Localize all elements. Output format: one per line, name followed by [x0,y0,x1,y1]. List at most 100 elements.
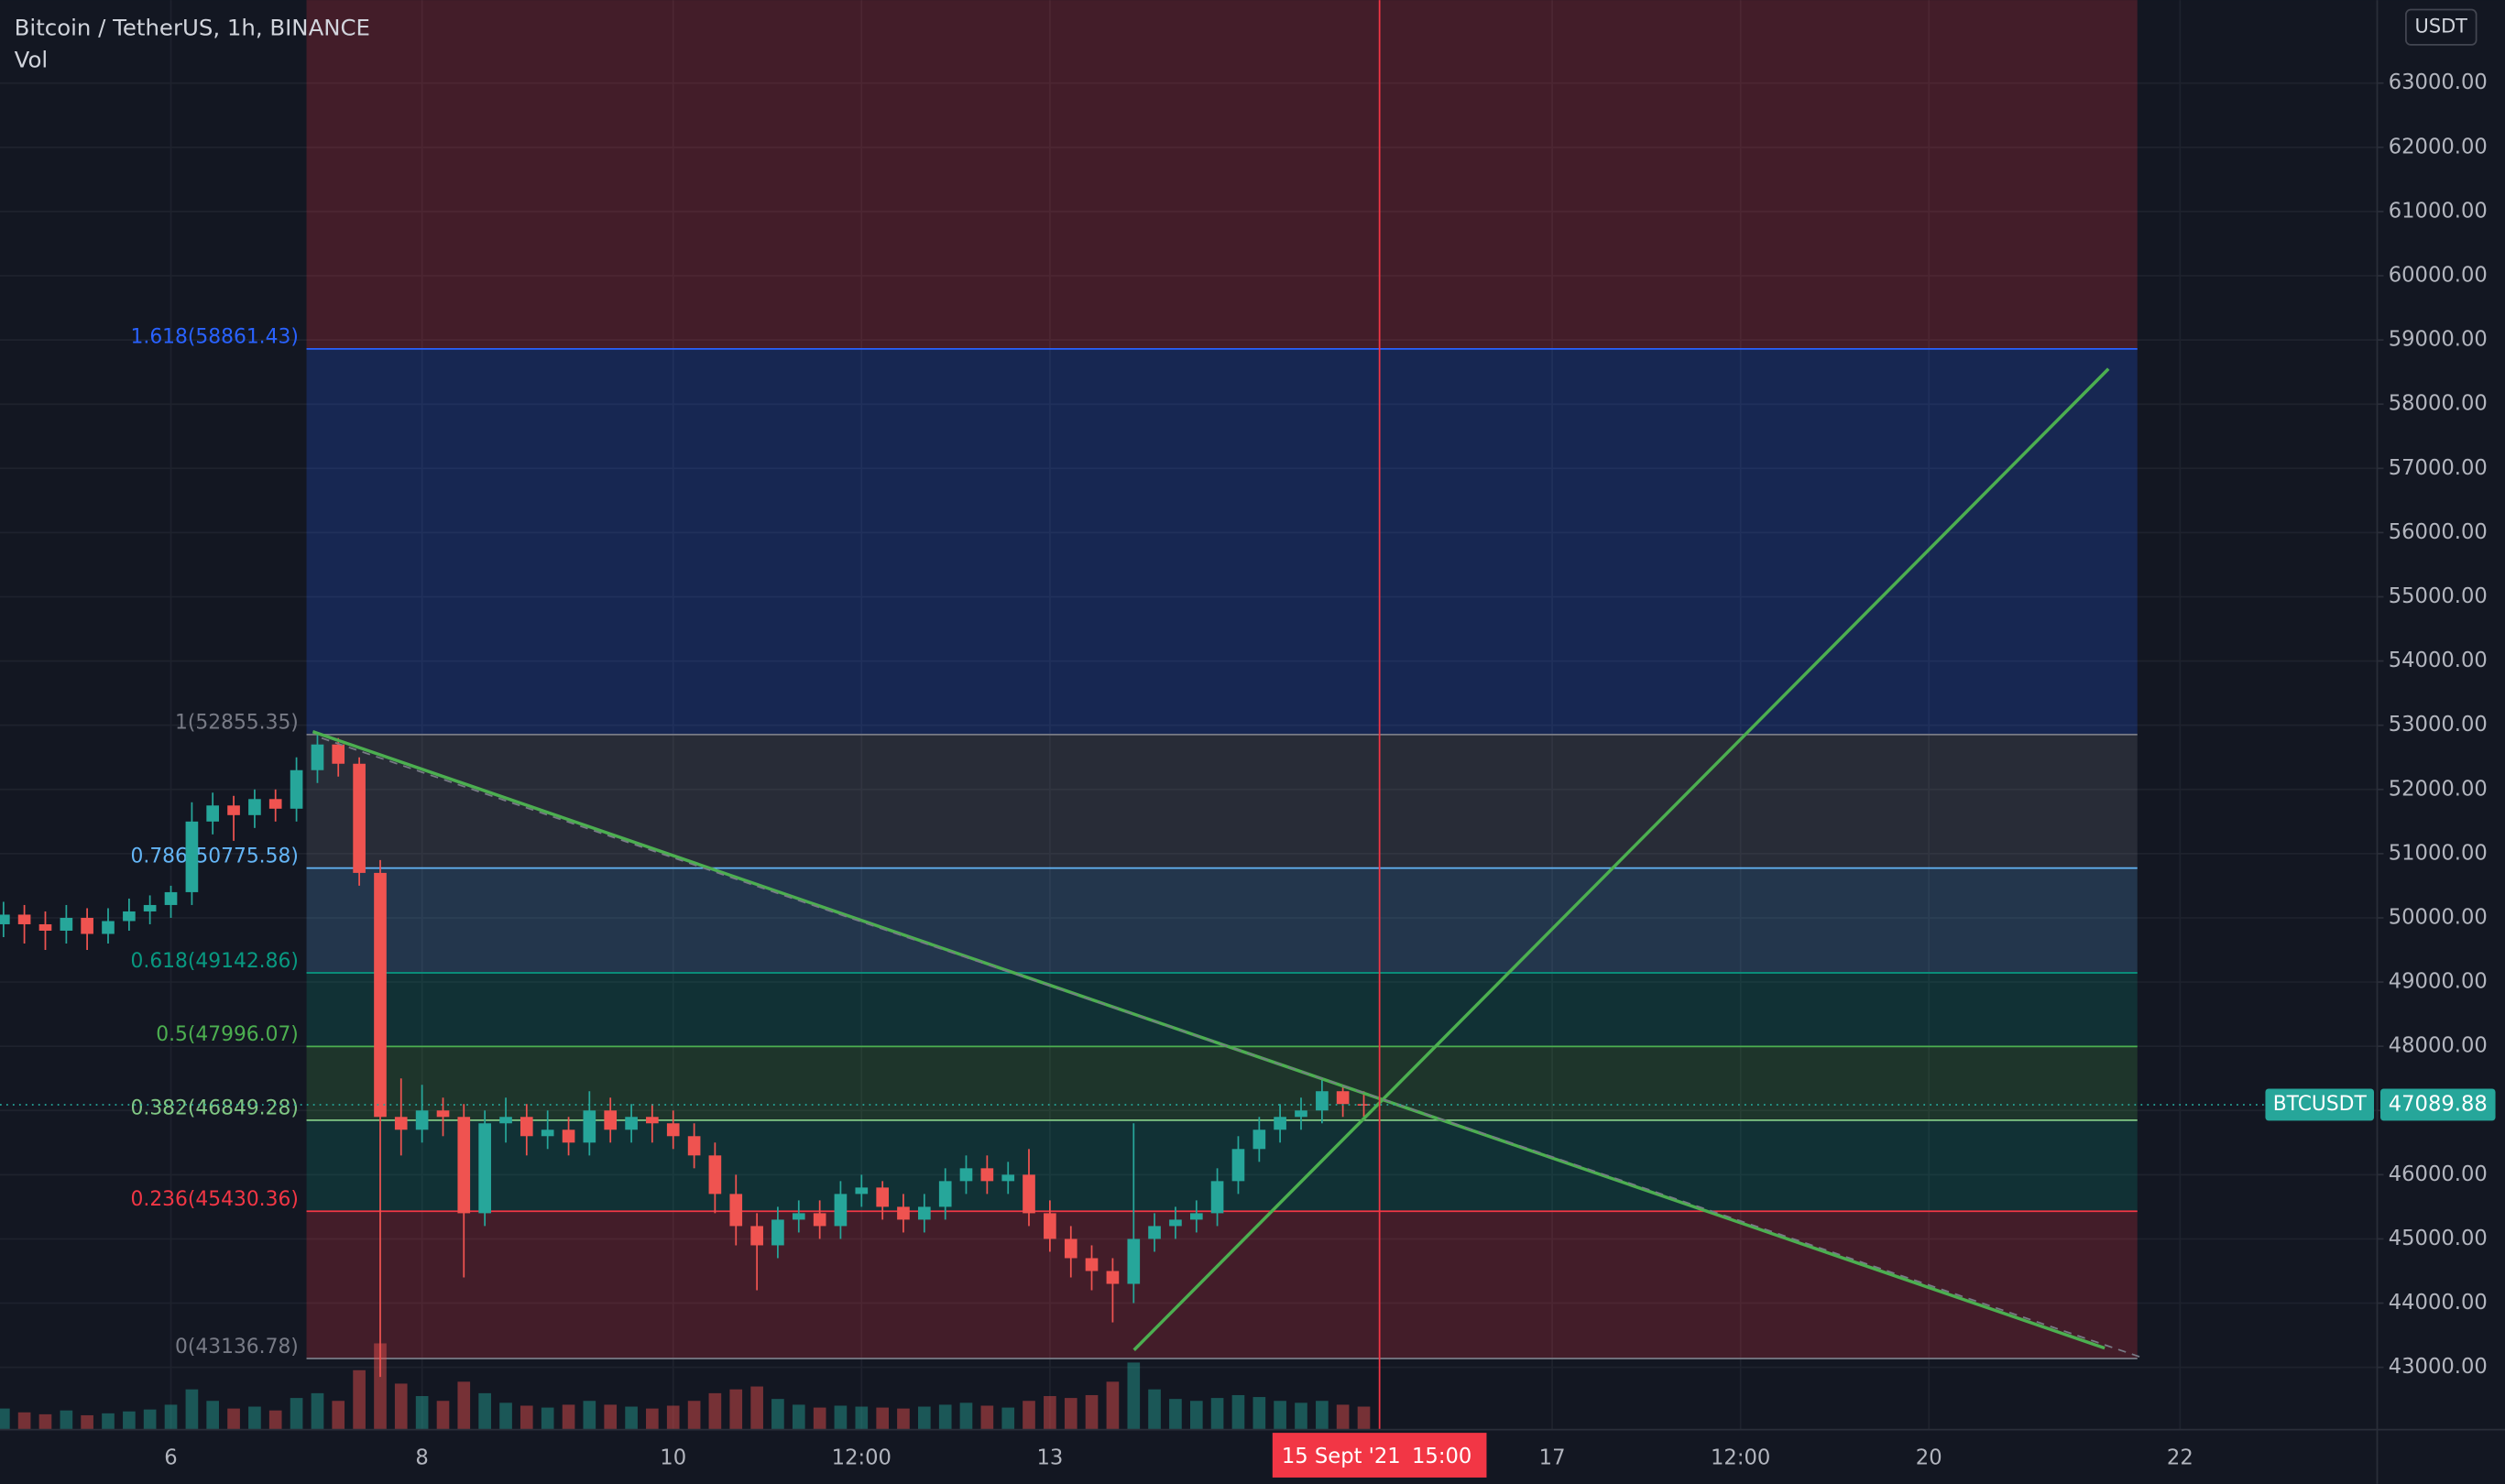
fib-band [306,734,2138,868]
volume-bar [625,1406,638,1430]
candle-body [980,1168,994,1182]
y-tick-label: 54000.00 [2389,649,2488,672]
candle-body [1023,1174,1035,1214]
candle-body [708,1155,722,1195]
volume-bar [164,1404,178,1430]
volume-bar [290,1398,303,1430]
volume-bar [248,1406,261,1430]
fib-layer: 1.618(58861.43) 1(52855.35) 0.786(50775.58… [131,0,2138,1359]
y-tick-label: 45000.00 [2389,1227,2488,1250]
x-tick-label: 17 [1539,1446,1566,1470]
candle-body [1106,1271,1120,1284]
fib-level-label: 0(43136.78) [175,1336,299,1359]
volume-bar [268,1410,282,1430]
y-tick-label: 62000.00 [2389,135,2488,158]
currency-button[interactable] [2405,8,2478,46]
y-tick-label: 51000.00 [2389,841,2488,865]
volume-bar [729,1389,743,1430]
candle-body [959,1168,973,1182]
candle-body [1189,1213,1203,1220]
candle-body [164,891,178,905]
candle-body [436,1110,450,1118]
candle-body [583,1110,596,1143]
y-tick-label: 61000.00 [2389,199,2488,223]
grid-layer [0,0,2378,1430]
candle-body [729,1194,743,1227]
y-tick-label: 55000.00 [2389,584,2488,608]
candle-body [1127,1238,1141,1284]
volume-bar [478,1392,491,1430]
volume-bar [1357,1406,1371,1430]
volume-bar [1148,1389,1161,1430]
volume-bar [604,1404,618,1430]
candle-body [771,1219,784,1246]
y-tick-label: 58000.00 [2389,392,2488,416]
x-tick-label: 6 [164,1446,177,1470]
candle-body [499,1117,512,1124]
drawing-layer [0,0,2378,1430]
candle-body [1316,1091,1329,1111]
candle-body [143,904,157,911]
symbol-tag [2265,1088,2375,1121]
candle-body [1064,1238,1077,1259]
candle-body [60,917,73,931]
y-tick-label: 50000.00 [2389,905,2488,929]
candle-body [646,1117,659,1124]
volume-bar [583,1401,596,1430]
candle-body [562,1129,575,1143]
fib-band [306,973,2138,1047]
candle-body [1336,1091,1350,1105]
x-tick-label: 22 [2167,1446,2193,1470]
candle-body [1169,1219,1182,1227]
currency-label[interactable]: USDT [2415,16,2468,38]
candle-body [1210,1181,1224,1214]
volume-bar [1274,1401,1286,1430]
crosshair-time: 15:00 [1412,1445,1471,1468]
fib-band [306,1211,2138,1359]
candle-body [1252,1129,1266,1150]
volume-bar [60,1410,73,1430]
volume-bar [938,1404,952,1430]
candle-body [394,1117,408,1130]
volume-bar [959,1402,973,1430]
candle-body [374,872,387,1118]
candle-body [541,1129,554,1137]
x-tick-label: 20 [1916,1446,1942,1470]
fib-band [306,1046,2138,1120]
volume-bar [980,1405,994,1430]
symbol-tag-label: BTCUSDT [2273,1093,2368,1116]
candle-body [1295,1110,1307,1118]
x-tick-label: 8 [415,1446,428,1470]
candle-body [918,1206,931,1220]
volume-bar [1127,1362,1141,1430]
candle-body [0,914,10,924]
candle-body [687,1136,701,1156]
volume-bar [562,1404,575,1430]
volume-bar [38,1413,52,1430]
candle-body [353,763,366,873]
volume-bar [143,1409,157,1430]
candle-body [855,1187,869,1195]
candle-body [457,1117,471,1214]
candle-body [38,923,52,931]
fib-top-zone [306,0,2138,349]
volume-bar [353,1369,366,1430]
candle-body [102,921,115,934]
fib-band [306,867,2138,974]
volume-layer [0,1343,1371,1430]
fib-level-label: 0.5(47996.07) [156,1023,299,1046]
volume-bar [227,1408,240,1430]
candle-body [311,744,324,770]
x-tick-label: 12:00 [832,1446,892,1470]
candle-body [1274,1117,1286,1130]
volume-bar [394,1383,408,1430]
volume-bar [17,1412,31,1430]
price-tag [2379,1088,2496,1121]
fib-level-label: 0.618(49142.86) [131,950,299,973]
x-tick-label: 12:00 [1711,1446,1770,1470]
candle-body [897,1206,910,1220]
candle-body [1085,1258,1099,1271]
y-tick-label: 48000.00 [2389,1034,2488,1058]
volume-bar [541,1407,554,1430]
